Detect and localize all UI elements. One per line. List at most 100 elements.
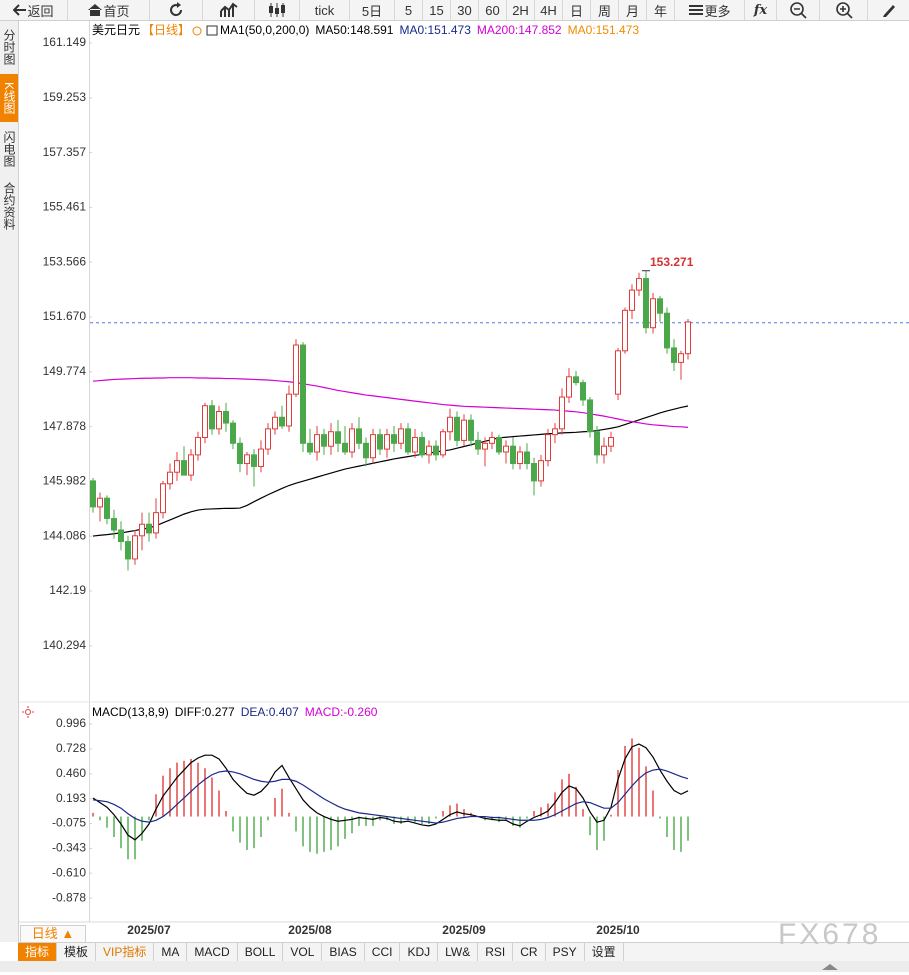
zoom-in-button[interactable]: [820, 0, 868, 20]
candle-body: [321, 434, 327, 447]
period-button[interactable]: 周: [591, 0, 619, 20]
legend-item: DIFF:0.277: [175, 705, 235, 719]
indicator-tab[interactable]: KDJ: [400, 943, 439, 961]
indicator-tab[interactable]: MACD: [187, 943, 238, 961]
indicator-tab[interactable]: PSY: [546, 943, 585, 961]
indicator-tab[interactable]: VIP指标: [96, 943, 155, 961]
back-button[interactable]: 返回: [0, 0, 68, 20]
period-button[interactable]: 15: [423, 0, 451, 20]
indicator-tab[interactable]: CR: [513, 943, 546, 961]
candle-body: [363, 442, 369, 459]
indicator-tab-active[interactable]: 指标: [18, 943, 58, 961]
candle-body: [377, 434, 383, 450]
candle-body: [174, 460, 180, 473]
candle-body: [671, 347, 677, 363]
candle-body: [167, 471, 173, 485]
candle-body: [153, 512, 159, 534]
period-button[interactable]: 30: [451, 0, 479, 20]
toolbar: 返回 首页 tick 5日 5 15 30 60 2H 4H 日 周 月 年 更…: [0, 0, 909, 21]
y-tick-label: 0.460: [56, 766, 86, 780]
back-label: 返回: [27, 3, 54, 19]
y-tick-label: 149.774: [43, 364, 87, 378]
candle-body: [223, 411, 229, 424]
more-button[interactable]: 更多: [675, 0, 745, 20]
period-button[interactable]: 年: [647, 0, 675, 20]
candle-body: [160, 483, 166, 514]
candle-body: [111, 517, 117, 531]
legend-item: MACD:-0.260: [305, 705, 378, 719]
indicator-tab[interactable]: CCI: [365, 943, 401, 961]
candle-body: [97, 497, 103, 508]
candle-body: [293, 344, 299, 395]
candle-body: [496, 437, 502, 453]
y-tick-label: 155.461: [43, 200, 87, 214]
candle-body: [412, 437, 418, 453]
tick-button[interactable]: tick: [300, 0, 350, 20]
candle-body: [622, 309, 628, 352]
period-button[interactable]: 60: [479, 0, 507, 20]
candle-body: [461, 419, 467, 441]
chart-type-button[interactable]: [203, 0, 255, 20]
period-button[interactable]: 5: [395, 0, 423, 20]
candle-body: [510, 445, 516, 465]
sidebar-tab-active[interactable]: K线图: [0, 74, 18, 122]
status-bar: [0, 961, 909, 972]
candle-body: [356, 428, 362, 444]
indicator-tab[interactable]: 模板: [57, 943, 97, 961]
candle-body: [181, 460, 187, 476]
period-button[interactable]: 月: [619, 0, 647, 20]
y-tick-label: -0.075: [52, 816, 86, 830]
y-tick-label: 0.193: [56, 791, 86, 805]
candle-body: [657, 298, 663, 314]
candle-body: [265, 428, 271, 450]
refresh-button[interactable]: [150, 0, 203, 20]
sidebar-tab[interactable]: 分时图: [2, 29, 16, 65]
watermark: FX678: [778, 918, 882, 951]
period-button[interactable]: 5日: [350, 0, 395, 20]
sidebar-tab[interactable]: 闪电图: [2, 131, 16, 167]
formula-button[interactable]: fx: [745, 0, 777, 20]
y-tick-label: 140.294: [43, 638, 87, 652]
legend-item: MACD(13,8,9): [92, 705, 169, 719]
candle-body: [524, 451, 530, 465]
indicator-tabs: 指标 模板 VIP指标 MA MACD BOLL VOL BIAS CCI KD…: [18, 942, 909, 961]
legend-item: MA1(50,0,200,0): [220, 23, 309, 37]
candle-body: [538, 460, 544, 482]
draw-button[interactable]: [868, 0, 909, 20]
indicator-tab[interactable]: 设置: [585, 943, 624, 961]
y-tick-label: 0.728: [56, 741, 86, 755]
candle-body: [685, 321, 691, 355]
indicator-tab[interactable]: MA: [154, 943, 188, 961]
candle-body: [503, 445, 509, 453]
candle-body: [279, 416, 285, 427]
candle-body: [475, 439, 481, 450]
period-selector[interactable]: 日线 ▲: [20, 925, 86, 943]
more-label: 更多: [704, 3, 731, 19]
sidebar-tab[interactable]: 合约资料: [2, 182, 16, 230]
indicator-tab[interactable]: BOLL: [238, 943, 284, 961]
zoom-out-button[interactable]: [777, 0, 820, 20]
y-tick-label: 142.19: [49, 583, 86, 597]
indicator-tab[interactable]: LW&: [438, 943, 479, 961]
y-tick-label: 161.149: [43, 35, 87, 49]
candle-button[interactable]: [255, 0, 300, 20]
period-button[interactable]: 4H: [535, 0, 563, 20]
period-button[interactable]: 日: [563, 0, 591, 20]
candle-body: [566, 376, 572, 398]
candle-body: [307, 442, 313, 453]
y-tick-label: 147.878: [43, 419, 87, 433]
candle-body: [90, 480, 96, 508]
candle-body: [132, 535, 138, 560]
candle-body: [426, 445, 432, 456]
indicator-tab[interactable]: RSI: [478, 943, 514, 961]
indicator-tab[interactable]: BIAS: [322, 943, 365, 961]
y-tick-label: 153.566: [43, 254, 87, 268]
legend-item: MA0:151.473: [568, 23, 640, 37]
home-button[interactable]: 首页: [68, 0, 150, 20]
candle-body: [244, 454, 250, 465]
period-button[interactable]: 2H: [507, 0, 535, 20]
indicator-tab[interactable]: VOL: [283, 943, 323, 961]
candle-body: [398, 428, 404, 444]
legend-item: MA200:147.852: [477, 23, 562, 37]
